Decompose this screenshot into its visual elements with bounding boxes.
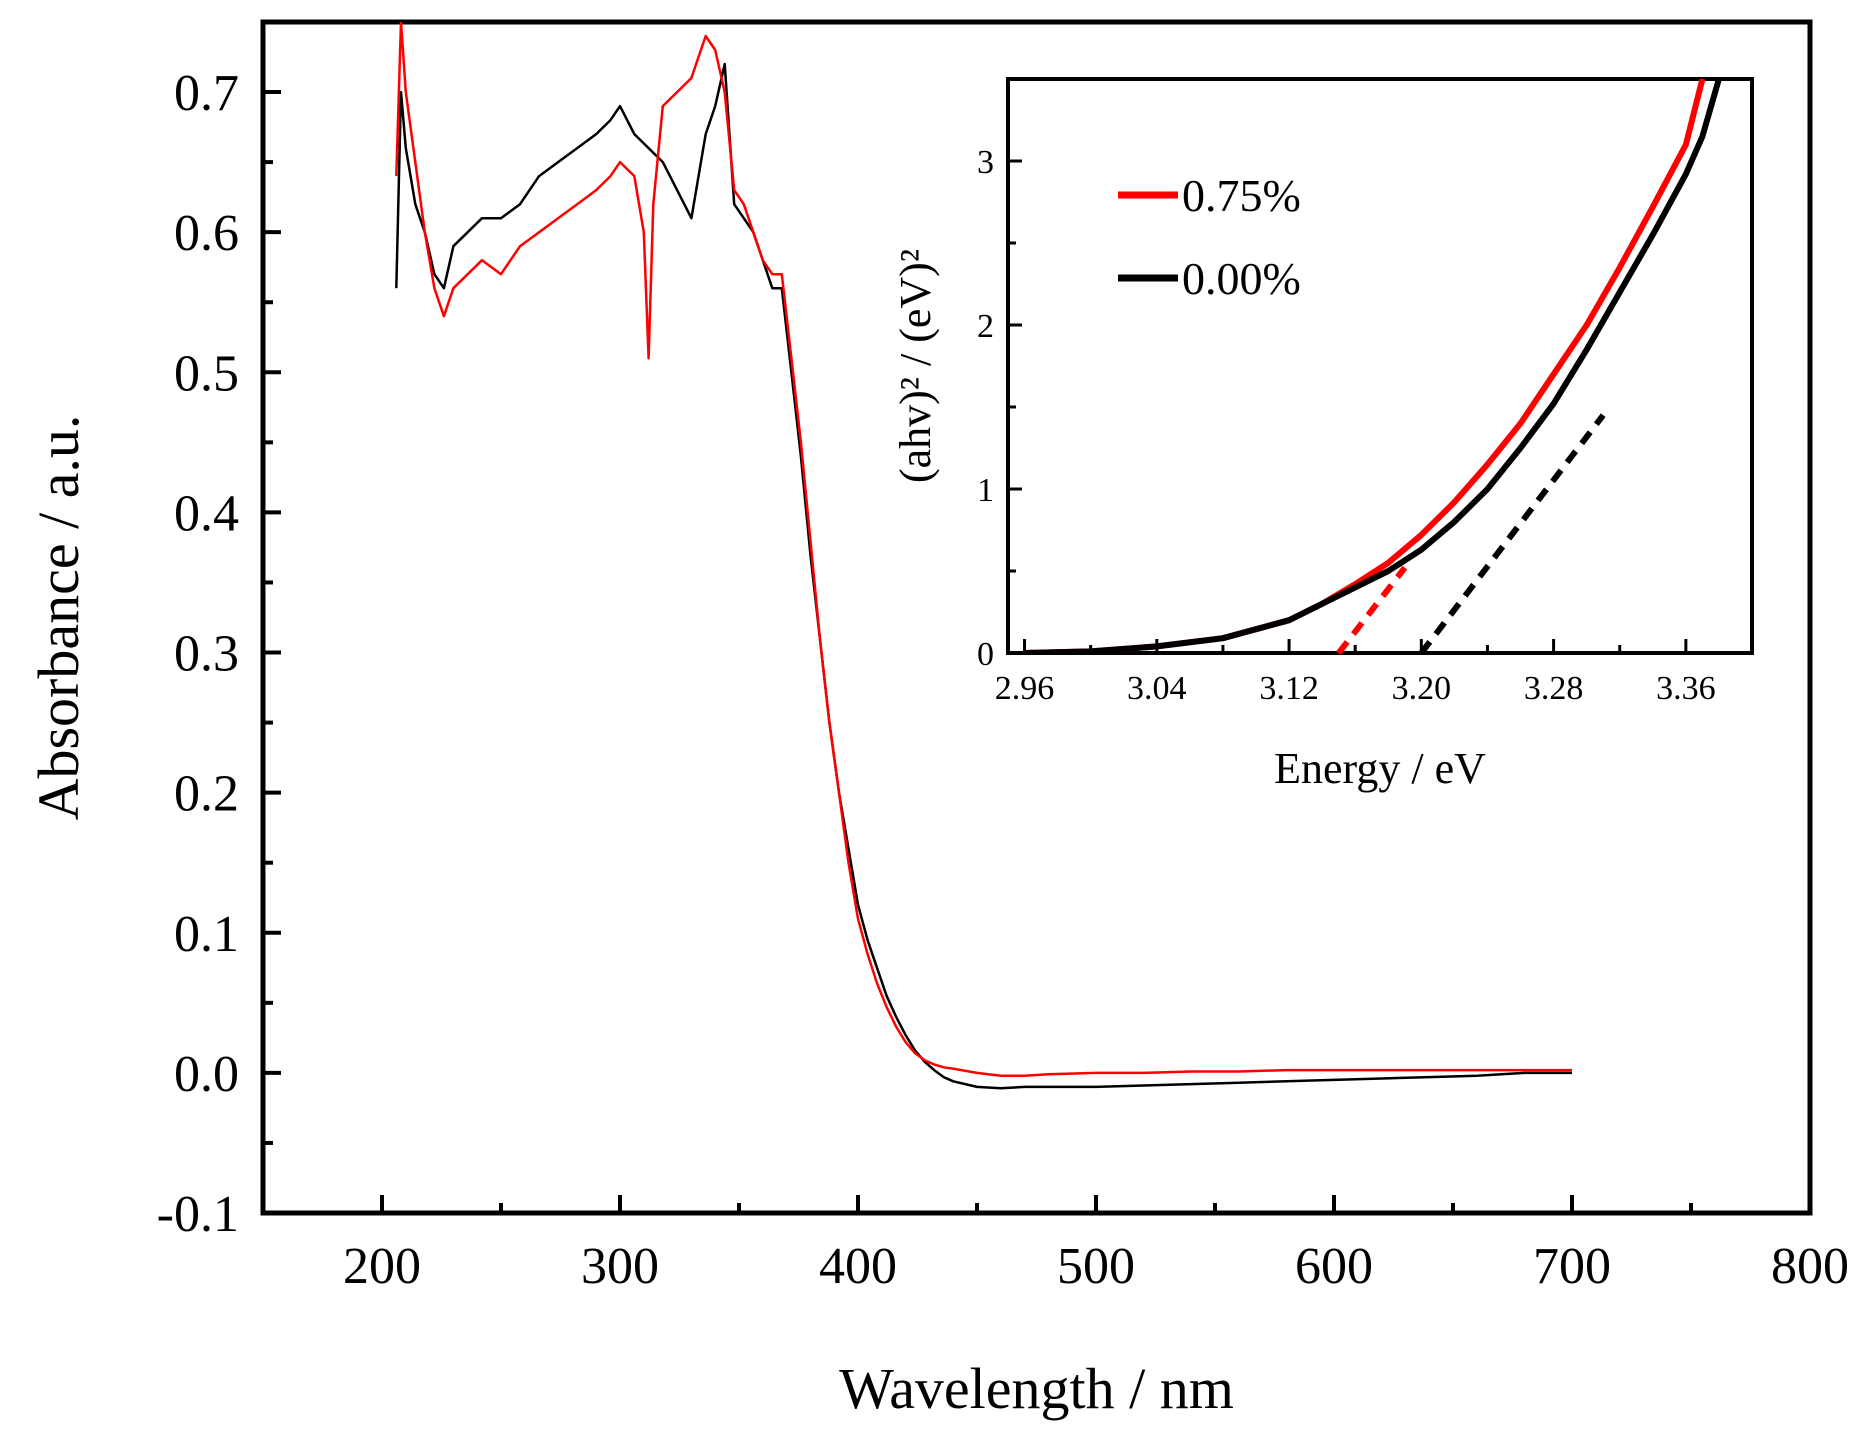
main-plot-frame xyxy=(260,19,1813,1216)
inset-y-tick-label: 3 xyxy=(977,144,994,181)
main-x-tick-label: 600 xyxy=(1295,1238,1373,1295)
main-series-line-000 xyxy=(395,62,1572,1090)
main-y-tick-label: -0.1 xyxy=(157,1186,239,1243)
main-x-axis-label: Wavelength / nm xyxy=(839,1356,1234,1421)
inset-tangent-line-075 xyxy=(1336,565,1408,655)
inset-series-line-000 xyxy=(1024,79,1722,653)
main-plot: 200 300 400 500 600 700 800 -0.1 0.0 0.1 0.2 0.3 0.4… xyxy=(26,19,1849,1421)
main-x-tick-label: 300 xyxy=(581,1238,659,1295)
main-x-tick-label: 700 xyxy=(1533,1238,1611,1295)
main-y-tick-label: 0.1 xyxy=(174,906,239,963)
main-y-tick-label: 0.4 xyxy=(174,485,239,542)
main-x-tick-label: 400 xyxy=(819,1238,897,1295)
main-y-tick-label: 0.6 xyxy=(174,205,239,262)
inset-y-tick-label: 2 xyxy=(977,308,994,345)
main-y-axis-label: Absorbance / a.u. xyxy=(26,415,91,821)
inset-x-tick-label: 2.96 xyxy=(995,670,1055,707)
inset-x-tick-label: 3.28 xyxy=(1524,670,1584,707)
main-y-tick-label: 0.5 xyxy=(174,345,239,402)
inset-x-tick-label: 3.12 xyxy=(1259,670,1319,707)
inset-plot-frame xyxy=(1006,77,1754,655)
inset-x-tick-label: 3.36 xyxy=(1656,670,1716,707)
inset-x-axis-label: Energy / eV xyxy=(1274,744,1486,793)
inset-tangent-line-000 xyxy=(1418,413,1606,655)
inset-y-tick-label: 0 xyxy=(977,636,994,673)
inset-x-tick-label: 3.04 xyxy=(1127,670,1187,707)
main-y-tick-label: 0.3 xyxy=(174,626,239,683)
legend-label-000: 0.00% xyxy=(1182,253,1301,304)
inset-x-tick-label: 3.20 xyxy=(1392,670,1452,707)
inset-y-tick-label: 1 xyxy=(977,472,994,509)
legend-label-075: 0.75% xyxy=(1182,170,1301,221)
main-series-line-075 xyxy=(395,22,1572,1077)
main-x-tick-label: 800 xyxy=(1771,1238,1849,1295)
inset-plot: 2.96 3.04 3.12 3.20 3.28 3.36 0 1 2 3 Energy / eV (… xyxy=(891,77,1754,793)
main-y-tick-label: 0.7 xyxy=(174,65,239,122)
main-x-tick-label: 500 xyxy=(1057,1238,1135,1295)
main-x-tick-label: 200 xyxy=(343,1238,421,1295)
inset-y-axis-label: (ahv)² / (eV)² xyxy=(891,249,940,483)
main-y-tick-label: 0.2 xyxy=(174,766,239,823)
main-y-tick-label: 0.0 xyxy=(174,1046,239,1103)
